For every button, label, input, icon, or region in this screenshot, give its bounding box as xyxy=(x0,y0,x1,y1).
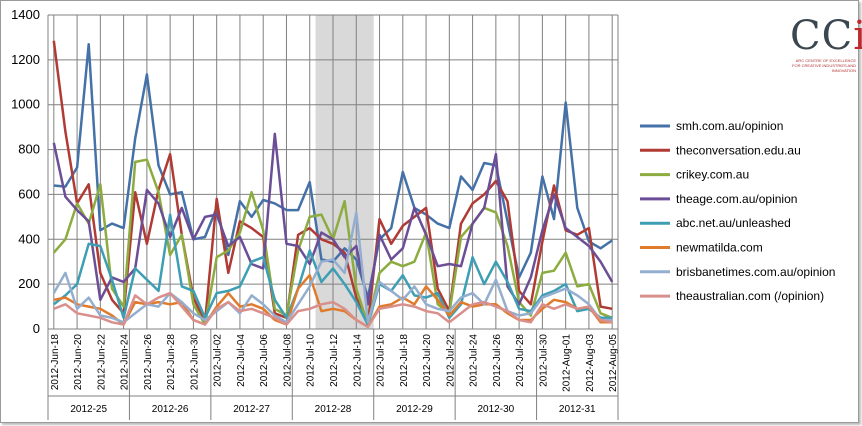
x-tick-label: 2012-Jul-04 xyxy=(236,334,247,387)
x-tick-label: 2012-Jul-20 xyxy=(422,334,433,387)
y-tick-label: 1200 xyxy=(11,52,40,67)
week-label: 2012-26 xyxy=(152,404,189,415)
legend-label: theconversation.edu.au xyxy=(676,143,801,157)
logo-mark: CCi xyxy=(790,14,862,58)
x-tick-label: 2012-Jul-24 xyxy=(469,334,480,387)
series-line xyxy=(52,132,614,306)
x-tick-label: 2012-Jul-30 xyxy=(538,334,549,387)
legend-label: brisbanetimes.com.au/opinion xyxy=(676,265,835,279)
week-label: 2012-25 xyxy=(70,404,107,415)
x-tick-label: 2012-Jul-10 xyxy=(306,334,317,387)
x-tick-label: 2012-Jul-16 xyxy=(376,334,387,387)
x-tick-label: 2012-Jun-26 xyxy=(143,334,154,391)
week-label: 2012-31 xyxy=(559,404,596,415)
x-tick-label: 2012-Jun-24 xyxy=(120,334,131,391)
y-tick-label: 400 xyxy=(18,231,40,246)
x-tick-label: 2012-Jun-22 xyxy=(96,334,107,391)
x-tick-label: 2012-Aug-03 xyxy=(585,334,596,392)
legend-label: theaustralian.com (/opinion) xyxy=(676,289,824,303)
y-tick-label: 800 xyxy=(18,142,40,157)
x-tick-label: 2012-Jul-26 xyxy=(492,334,503,387)
legend-label: smh.com.au/opinion xyxy=(676,119,783,133)
y-tick-label: 600 xyxy=(18,186,40,201)
legend-label: crikey.com.au xyxy=(676,168,749,182)
x-tick-label: 2012-Jul-18 xyxy=(399,334,410,387)
y-tick-label: 200 xyxy=(18,276,40,291)
x-tick-label: 2012-Jul-08 xyxy=(282,334,293,387)
x-tick-label: 2012-Jun-20 xyxy=(73,334,84,391)
series-line xyxy=(53,42,613,299)
x-tick-label: 2012-Jun-28 xyxy=(166,334,177,391)
week-label: 2012-27 xyxy=(233,404,270,415)
highlight-band xyxy=(315,15,374,329)
series-line xyxy=(53,213,613,326)
cci-logo: CCi ARC CENTRE OF EXCELLENCE FOR CREATIV… xyxy=(790,14,862,94)
x-tick-label: 2012-Jul-02 xyxy=(213,334,224,387)
x-tick-label: 2012-Jul-06 xyxy=(259,334,270,387)
y-tick-label: 1400 xyxy=(11,7,40,22)
x-tick-label: 2012-Jul-22 xyxy=(445,334,456,387)
x-tick-label: 2012-Aug-05 xyxy=(608,334,619,392)
x-tick-label: 2012-Jun-30 xyxy=(189,334,200,391)
series-line xyxy=(52,40,613,326)
series-line xyxy=(53,291,613,329)
legend-label: newmatilda.com xyxy=(676,241,763,255)
x-tick-label: 2012-Jul-12 xyxy=(329,334,340,387)
x-tick-label: 2012-Jul-14 xyxy=(352,334,363,387)
week-label: 2012-30 xyxy=(478,404,515,415)
y-tick-label: 1000 xyxy=(11,97,40,112)
x-tick-label: 2012-Jun-18 xyxy=(50,334,61,391)
week-label: 2012-28 xyxy=(315,404,352,415)
logo-caption: ARC CENTRE OF EXCELLENCE FOR CREATIVE IN… xyxy=(792,58,856,73)
week-label: 2012-29 xyxy=(396,404,433,415)
logo-mark-accent: i xyxy=(853,13,862,59)
y-tick-label: 0 xyxy=(33,321,40,336)
legend-label: abc.net.au/unleashed xyxy=(676,216,791,230)
legend-label: theage.com.au/opinion xyxy=(676,192,797,206)
x-tick-label: 2012-Jul-28 xyxy=(515,334,526,387)
x-tick-label: 2012-Aug-01 xyxy=(562,334,573,392)
